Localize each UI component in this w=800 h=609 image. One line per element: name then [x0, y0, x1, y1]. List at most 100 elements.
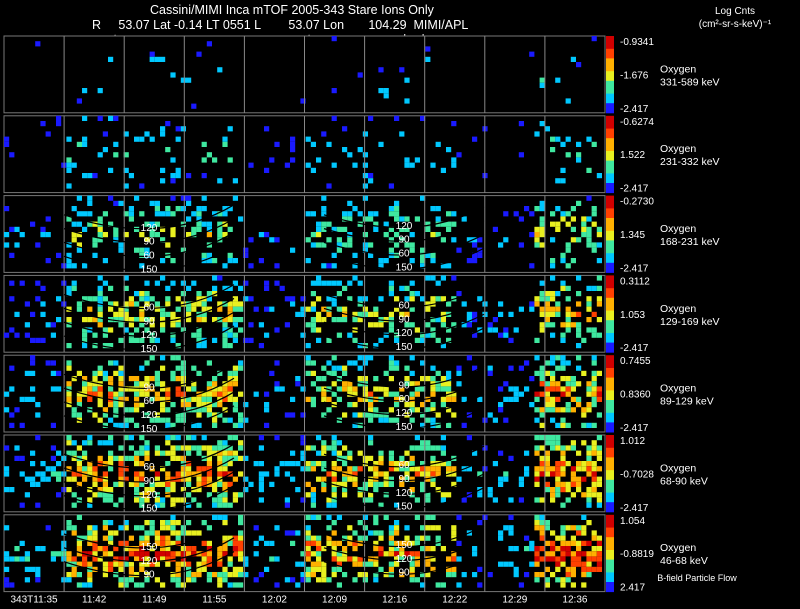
heatmap-cell [175, 306, 181, 312]
heatmap-cell [123, 317, 129, 323]
colorbar-max-label: 1.054 [620, 516, 645, 527]
heatmap-cell [388, 481, 394, 487]
heatmap-cell [222, 514, 228, 520]
heatmap-cell [378, 471, 384, 477]
heatmap-cell [591, 396, 597, 402]
heatmap-cell [331, 530, 337, 536]
heatmap-cell [409, 572, 415, 578]
heatmap-cell [352, 476, 358, 482]
heatmap-cell [201, 435, 207, 441]
heatmap-cell [113, 311, 119, 317]
heatmap-cell [383, 386, 389, 392]
contour-label: 90 [143, 570, 155, 581]
heatmap-cell [529, 546, 535, 552]
heatmap-cell [108, 466, 114, 472]
heatmap-cell [149, 396, 155, 402]
heatmap-cell [383, 88, 389, 94]
heatmap-cell [160, 322, 166, 328]
heatmap-cell [97, 546, 103, 552]
heatmap-cell [97, 115, 103, 121]
heatmap-cell [544, 296, 550, 302]
heatmap-cell [310, 572, 316, 578]
heatmap-cell [212, 376, 218, 382]
heatmap-cell [342, 306, 348, 312]
heatmap-cell [373, 322, 379, 328]
heatmap-cell [487, 487, 493, 493]
heatmap-cell [180, 77, 186, 83]
heatmap-cell [570, 540, 576, 546]
heatmap-cell [586, 566, 592, 572]
heatmap-cell [258, 476, 264, 482]
heatmap-cell [440, 311, 446, 317]
heatmap-cell [591, 450, 597, 456]
heatmap-cell [118, 471, 124, 477]
heatmap-cell [217, 402, 223, 408]
heatmap-cell [144, 301, 150, 307]
heatmap-cell [258, 322, 264, 328]
heatmap-cell [477, 582, 483, 588]
heatmap-cell [357, 211, 363, 217]
heatmap-cell [180, 365, 186, 371]
heatmap-cell [196, 561, 202, 567]
heatmap-cell [170, 556, 176, 562]
heatmap-cell [212, 291, 218, 297]
heatmap-cell [92, 221, 98, 227]
heatmap-cell [113, 572, 119, 578]
heatmap-cell [123, 275, 129, 281]
heatmap-cell [9, 422, 15, 428]
heatmap-cell [128, 455, 134, 461]
heatmap-cell [357, 147, 363, 153]
heatmap-cell [342, 412, 348, 418]
heatmap-cell [414, 540, 420, 546]
heatmap-cell [108, 391, 114, 397]
heatmap-cell [420, 546, 426, 552]
heatmap-cell [331, 445, 337, 451]
heatmap-cell [565, 525, 571, 531]
heatmap-cell [409, 556, 415, 562]
heatmap-cell [227, 157, 233, 163]
heatmap-cell [180, 412, 186, 418]
heatmap-cell [570, 566, 576, 572]
heatmap-cell [35, 577, 41, 583]
heatmap-cell [591, 422, 597, 428]
heatmap-cell [300, 306, 306, 312]
pitch-angle-contour [63, 297, 235, 323]
heatmap-cell [212, 497, 218, 503]
heatmap-cell [165, 535, 171, 541]
heatmap-cell [102, 211, 108, 217]
heatmap-cell [394, 200, 400, 206]
heatmap-cell [388, 311, 394, 317]
heatmap-cell [331, 317, 337, 323]
heatmap-cell [139, 263, 145, 269]
heatmap-cell [409, 466, 415, 472]
heatmap-cell [503, 381, 509, 387]
heatmap-cell [576, 525, 582, 531]
heatmap-cell [451, 396, 457, 402]
heatmap-cell [102, 327, 108, 333]
heatmap-cell [404, 551, 410, 557]
heatmap-cell [352, 162, 358, 168]
heatmap-cell [565, 263, 571, 269]
heatmap-cell [534, 572, 540, 578]
colorbar-segment [606, 170, 614, 174]
heatmap-cell [295, 381, 301, 387]
heatmap-cell [352, 530, 358, 536]
heatmap-cell [430, 252, 436, 258]
heatmap-cell [352, 561, 358, 567]
heatmap-cell [310, 561, 316, 567]
heatmap-cell [310, 301, 316, 307]
heatmap-cell [316, 221, 322, 227]
heatmap-cell [373, 461, 379, 467]
colorbar-segment [606, 93, 614, 98]
heatmap-cell [149, 546, 155, 552]
heatmap-cell [456, 540, 462, 546]
heatmap-cell [550, 417, 556, 423]
heatmap-cell [92, 412, 98, 418]
heatmap-cell [399, 481, 405, 487]
heatmap-cell [92, 540, 98, 546]
heatmap-cell [258, 435, 264, 441]
colorbar-segment [606, 106, 614, 111]
colorbar-segment [606, 508, 614, 513]
heatmap-cell [82, 173, 88, 179]
